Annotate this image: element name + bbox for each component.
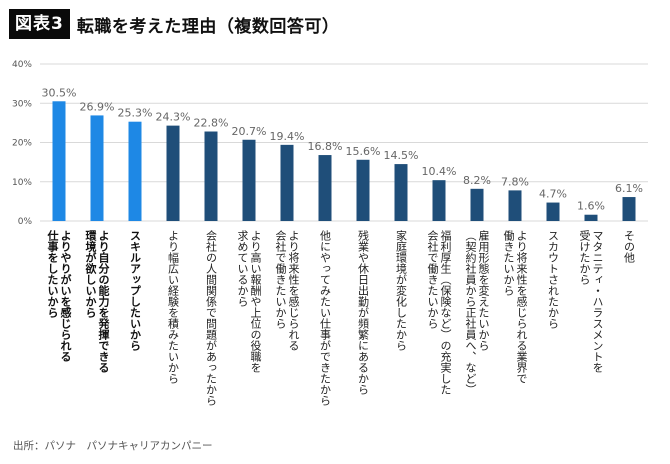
category-label: 環境が欲しいから [84,230,98,318]
data-label: 16.8% [308,140,343,153]
y-tick-label: 40% [12,60,32,70]
bar [584,214,598,221]
category-label: 働きたいから [502,230,515,296]
chart-title: 転職を考えた理由（複数回答可） [76,16,340,37]
category-label: よりやりがいを感じられる [59,230,72,363]
category-label: マタニティ・ハラスメントを [591,230,604,373]
bar [432,180,446,221]
category-label: 会社の人間関係で問題があったから [205,230,218,406]
bar [546,202,560,221]
category-label: より幅広い経験を積みたいから [167,230,180,384]
data-label: 19.4% [270,130,305,143]
data-label: 10.4% [422,165,457,178]
category-label: スカウトされたから [547,230,560,329]
bar [166,125,180,221]
category-label: 他にやってみたい仕事ができたから [319,230,332,406]
data-label: 24.3% [156,111,191,124]
figure-number-badge: 図表3 [9,9,70,39]
y-axis-ticks: 0% 10% 20% 30% 40% [12,60,32,227]
category-label: スキルアップしたいから [129,230,142,351]
bar [394,164,408,221]
data-label: 25.3% [118,107,153,120]
data-label: 15.6% [346,145,381,158]
category-label: 仕事をしたいから [46,229,60,318]
category-label: （契約社員から正社員へ、など） [464,230,477,395]
bar [318,155,332,221]
data-label: 7.8% [501,175,529,188]
bar [90,115,104,221]
category-label: 残業や休日出勤が頻繁にあるから [357,229,370,395]
data-label: 20.7% [232,125,267,138]
bar [128,121,142,221]
bar [52,101,66,221]
y-tick-label: 20% [12,139,32,149]
category-label: その他 [623,230,636,263]
data-label: 22.8% [194,117,229,130]
bar [622,197,636,221]
category-label: 雇用形態を変えたいから [477,229,490,351]
bar [204,131,218,221]
category-label: 福利厚生（保険など）の充実した [439,229,452,395]
data-labels: 30.5%26.9% 25.3% 24.3% 22.8%20.7% 19.4%16.8%… [42,86,643,212]
data-label: 4.7% [539,188,567,201]
y-tick-label: 30% [12,99,32,109]
bar [356,159,370,221]
category-label: より将来性を感じられる業界で [515,230,528,384]
y-tick-label: 10% [12,178,32,188]
data-label: 26.9% [80,100,115,113]
data-label: 14.5% [384,149,419,162]
category-label: より将来性を感じられる [287,230,300,351]
data-label: 30.5% [42,86,77,99]
category-label: 求めているから [236,230,249,307]
data-label: 8.2% [463,174,491,187]
bar [470,188,484,221]
bar [508,190,522,221]
category-label: 会社で働きたいから [426,230,439,329]
category-label: より自分の能力を発揮できる [97,230,111,374]
category-label: 受けたから [578,230,591,285]
category-label: より高い報酬や上位の役職を [249,230,262,373]
chart-header: 図表3 転職を考えた理由（複数回答可） [9,9,339,39]
y-tick-label: 0% [18,217,33,227]
category-label: 会社で働きたいから [274,230,287,329]
bar [242,139,256,221]
data-label: 6.1% [615,182,643,195]
source-note: 出所：パソナ パソナキャリアカンパニー [13,440,213,452]
category-label: 家庭環境が変化したから [395,229,408,351]
data-label: 1.6% [577,200,605,213]
bars [52,101,636,221]
bar [280,144,294,221]
